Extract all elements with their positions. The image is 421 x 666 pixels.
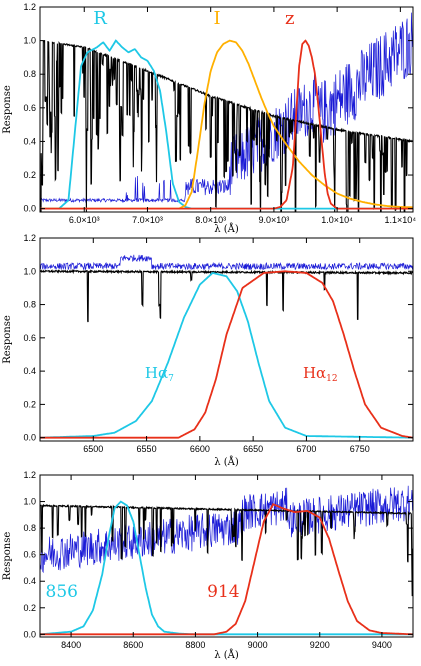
x-axis-label: λ (Å) xyxy=(214,456,239,468)
y-tick-label: 1.2 xyxy=(23,470,36,480)
plot-area xyxy=(40,483,413,636)
y-tick-label: 1.0 xyxy=(23,266,36,276)
x-tick-label: 7.0×10³ xyxy=(132,215,163,225)
y-tick-label: 0.0 xyxy=(23,433,36,443)
x-tick-label: 9200 xyxy=(310,640,330,650)
y-tick-label: 1.0 xyxy=(23,36,36,46)
x-tick-label: 8800 xyxy=(185,640,205,650)
y-axis-label: Response xyxy=(2,315,13,364)
y-tick-label: 1.2 xyxy=(23,233,36,243)
observed-spectrum-line xyxy=(40,254,413,271)
y-tick-label: 0.2 xyxy=(23,399,36,409)
axes-frame xyxy=(39,237,414,442)
stellar-spectrum-line xyxy=(40,503,413,597)
y-tick-label: 1.2 xyxy=(23,2,36,12)
filter-curve-F856 xyxy=(40,500,413,636)
x-tick-label: 9000 xyxy=(248,640,268,650)
chart-panel-2: Hα7 Hα12 6500 6550 6600 6650 6700 6750 0.0 0.2 0.4… xyxy=(2,233,414,468)
band-label-2: 914 xyxy=(207,582,239,602)
stellar-spectrum-line xyxy=(40,39,413,212)
plot-area xyxy=(40,12,413,212)
x-tick-label: 6700 xyxy=(296,444,316,454)
y-tick-label: 0.8 xyxy=(23,69,36,79)
band-label-1: Hα7 xyxy=(145,364,174,384)
x-tick-label: 6550 xyxy=(137,444,157,454)
y-tick-label: 0.4 xyxy=(23,576,36,586)
y-axis-label: Response xyxy=(2,532,13,581)
y-tick-label: 0.2 xyxy=(23,170,36,180)
band-label-2: Hα12 xyxy=(303,364,338,384)
y-tick-label: 1.0 xyxy=(23,497,36,507)
observed-spectrum-line xyxy=(40,12,413,204)
axes-frame xyxy=(39,6,414,213)
x-tick-label: 1.1×10⁴ xyxy=(385,215,417,225)
filter-curve-F914 xyxy=(40,502,413,636)
y-tick-label: 0.4 xyxy=(23,136,36,146)
x-tick-label: 6500 xyxy=(83,444,103,454)
y-tick-label: 0.8 xyxy=(23,523,36,533)
band-label-3: z xyxy=(285,8,294,29)
x-tick-label: 8600 xyxy=(123,640,143,650)
y-tick-label: 0.2 xyxy=(23,603,36,613)
axes-frame xyxy=(39,474,414,638)
y-tick-label: 0.6 xyxy=(23,333,36,343)
x-tick-label: 6650 xyxy=(243,444,263,454)
y-tick-label: 0.6 xyxy=(23,103,36,113)
x-axis-label: λ (Å) xyxy=(214,223,239,235)
filter-curve-Ha12 xyxy=(40,270,413,439)
x-tick-label: 6600 xyxy=(190,444,210,454)
band-label-2: I xyxy=(213,8,220,29)
y-tick-label: 0.0 xyxy=(23,629,36,639)
y-tick-label: 0.0 xyxy=(23,204,36,214)
x-tick-label: 9.0×10³ xyxy=(259,215,290,225)
filter-curve-z xyxy=(40,39,413,210)
x-tick-label: 1.0×10⁴ xyxy=(321,215,353,225)
x-tick-label: 6750 xyxy=(350,444,370,454)
y-tick-label: 0.4 xyxy=(23,366,36,376)
y-tick-label: 0.8 xyxy=(23,300,36,310)
y-tick-label: 0.6 xyxy=(23,550,36,560)
chart-panel-3: 856 914 8400 8600 8800 9000 9200 9400 0.0 0.2 0.4 0… xyxy=(2,470,414,661)
band-label-1: 856 xyxy=(46,582,78,602)
stellar-spectrum-line xyxy=(40,269,413,323)
y-axis-label: Response xyxy=(2,85,13,134)
x-tick-label: 6.0×10³ xyxy=(69,215,100,225)
band-label-1: R xyxy=(93,8,107,29)
x-tick-label: 8.0×10³ xyxy=(195,215,226,225)
observed-spectrum-line xyxy=(40,483,413,574)
x-tick-label: 9400 xyxy=(372,640,392,650)
filter-curve-Ha7 xyxy=(40,272,413,439)
plot-area xyxy=(40,254,413,439)
x-axis-label: λ (Å) xyxy=(214,649,239,661)
x-tick-label: 8400 xyxy=(61,640,81,650)
